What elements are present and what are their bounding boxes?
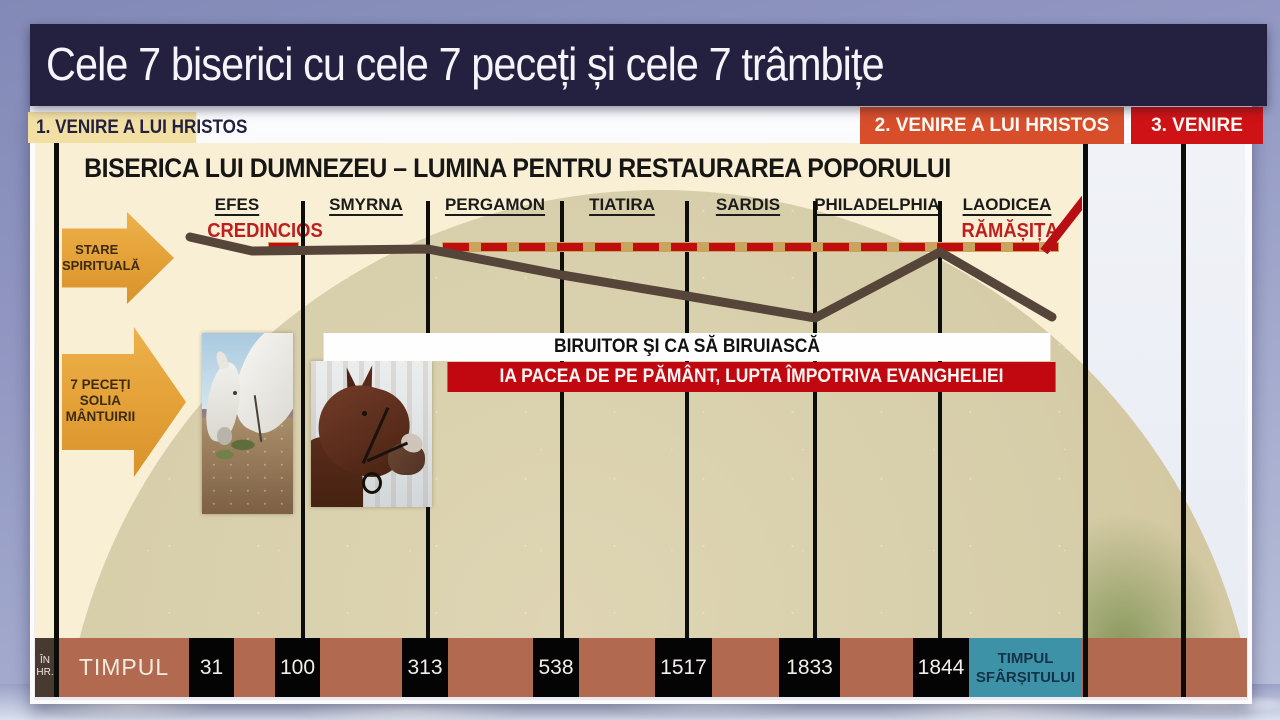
church-label-pergamon: PERGAMON — [444, 195, 546, 214]
year-538: 538 — [533, 638, 579, 697]
horse-muzzle — [217, 427, 233, 446]
spiritual-line — [185, 232, 1057, 323]
second-coming-line — [1083, 144, 1088, 697]
halter-loop — [361, 471, 382, 494]
timeline-start-line — [54, 143, 59, 697]
remnant-label: RĂMĂȘIȚA — [961, 220, 1059, 242]
year-100: 100 — [275, 638, 320, 697]
year-1844: 1844 — [913, 638, 969, 697]
end-time-cell: TIMPUL SFÂRȘITULUI — [969, 638, 1082, 697]
faithful-label: CREDINCIOS — [207, 220, 323, 242]
divider-line-1844 — [938, 201, 942, 638]
divider-line-100 — [301, 201, 305, 638]
horse-eye — [361, 410, 367, 416]
timeline-label: TIMPUL — [78, 654, 170, 680]
divider-line-1833 — [813, 201, 817, 638]
burning-earth-globe — [1082, 190, 1245, 638]
church-label-laodicea: LAODICEA — [962, 195, 1052, 214]
era-label: ÎN HR. — [35, 638, 55, 697]
church-label-smyrna: SMYRNA — [329, 195, 403, 214]
church-label-efes: EFES — [214, 195, 260, 214]
chart-panel: BISERICA LUI DUMNEZEU – LUMINA PENTRU RE… — [35, 143, 1082, 638]
end-time-panel — [1082, 143, 1245, 638]
first-coming-label: 1. VENIRE A LUI HRISTOS — [28, 112, 247, 143]
church-label-tiatira: TIATIRA — [589, 195, 655, 214]
arrow-label-line: MÂNTUIRII — [65, 409, 136, 424]
year-31: 31 — [189, 638, 234, 697]
era-line: ÎN — [40, 655, 50, 666]
year-1517: 1517 — [655, 638, 712, 697]
chart-heading: BISERICA LUI DUMNEZEU – LUMINA PENTRU RE… — [84, 153, 951, 183]
red-horse-image — [311, 361, 432, 507]
era-line: HR. — [36, 667, 54, 678]
divider-line-1517 — [685, 201, 689, 638]
war-banner: IA PACEA DE PE PĂMÂNT, LUPTA ÎMPOTRIVA E… — [447, 362, 1056, 392]
arrow-label-line: STARE — [75, 242, 119, 257]
year-1833: 1833 — [779, 638, 840, 697]
arrow-label-line: SPIRITUALĂ — [62, 258, 140, 273]
white-horse-image — [202, 333, 293, 514]
third-coming-line — [1181, 144, 1186, 697]
end-time-line: SFÂRȘITULUI — [975, 669, 1076, 686]
arrow-label-line: 7 PECEȚI — [70, 377, 131, 392]
horse-eye — [232, 390, 237, 395]
title-bar: Cele 7 biserici cu cele 7 peceți și cele… — [30, 24, 1267, 106]
arrow-label-line: SOLIA — [79, 393, 122, 408]
church-label-sardis: SARDIS — [715, 195, 781, 214]
third-coming-label: 3. VENIRE — [1131, 107, 1263, 144]
year-313: 313 — [402, 638, 448, 697]
divider-line-538 — [560, 201, 564, 638]
spiritual-state-line-chart — [185, 232, 1057, 323]
church-label-philadelphia: PHILADELPHIA — [814, 195, 940, 214]
victor-banner: BIRUITOR ŞI CA SĂ BIRUIASCĂ — [323, 333, 1051, 361]
prophecy-dashed-line — [442, 242, 1059, 252]
slide-title: Cele 7 biserici cu cele 7 peceți și cele… — [46, 38, 885, 90]
second-coming-label: 2. VENIRE A LUI HRISTOS — [860, 107, 1124, 144]
end-time-line: TIMPUL — [997, 650, 1054, 667]
